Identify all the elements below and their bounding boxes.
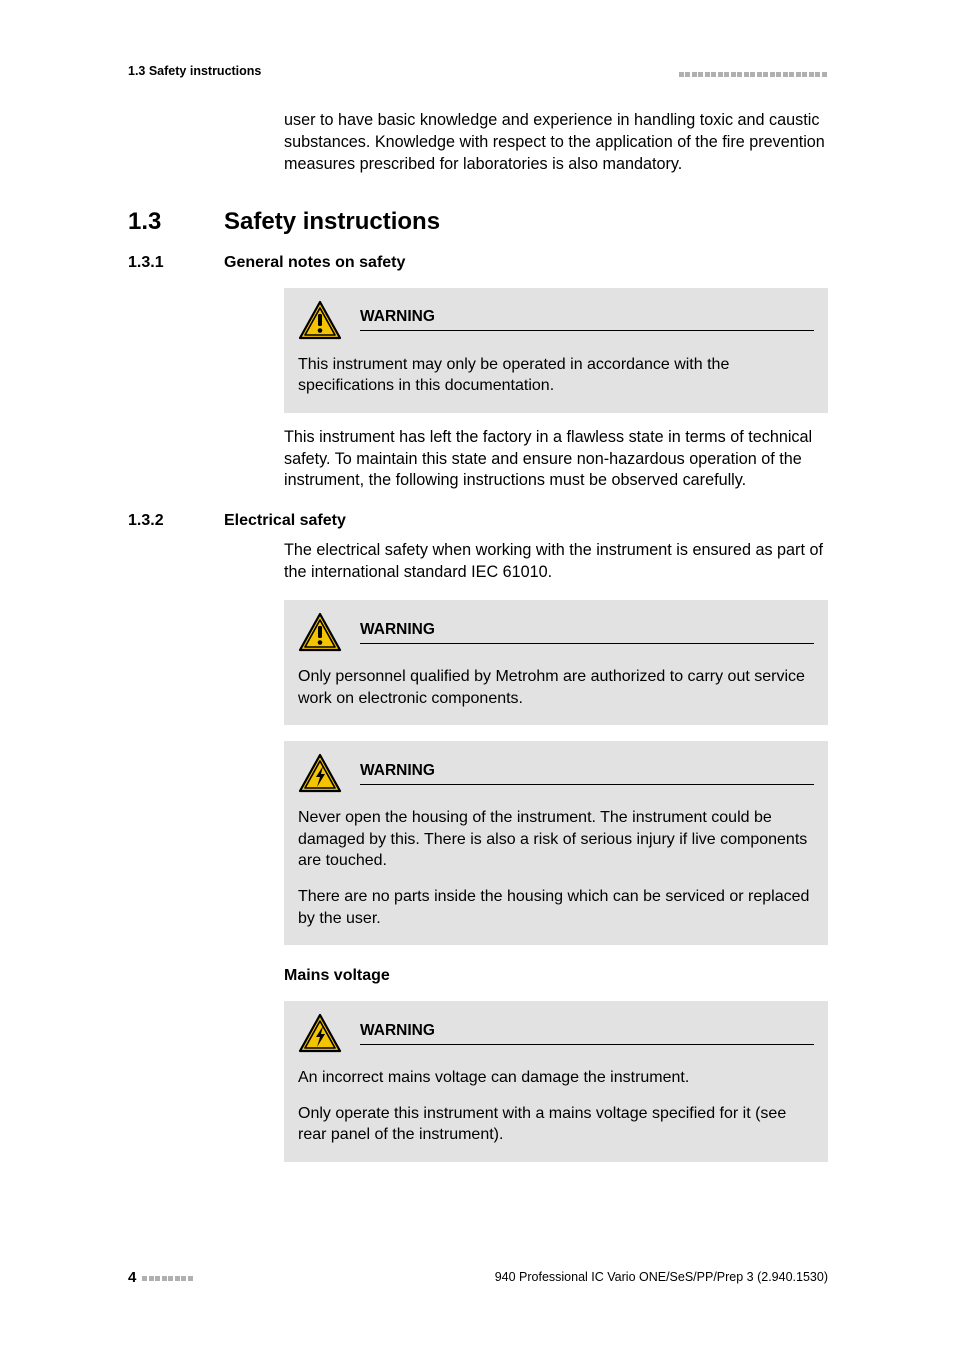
warning-electrical-icon (298, 1013, 342, 1053)
warning-box-2: WARNING Only personnel qualified by Metr… (284, 600, 828, 725)
subsection-1-number: 1.3.1 (128, 254, 224, 272)
warning-box-1: WARNING This instrument may only be oper… (284, 288, 828, 413)
sub2-intro-paragraph: The electrical safety when working with … (284, 540, 828, 584)
page-header: 1.3 Safety instructions (128, 62, 828, 80)
subsection-1-title: General notes on safety (224, 254, 405, 272)
warning-exclamation-icon (298, 612, 342, 652)
footer-doc-id: 940 Professional IC Vario ONE/SeS/PP/Pre… (495, 1270, 828, 1284)
subsection-heading-1: 1.3.1 General notes on safety (128, 254, 828, 272)
subsection-2-title: Electrical safety (224, 512, 346, 530)
page-number: 4 (128, 1269, 136, 1286)
subsection-2-number: 1.3.2 (128, 512, 224, 530)
warning-electrical-icon (298, 753, 342, 793)
running-head: 1.3 Safety instructions (128, 64, 261, 78)
section-number: 1.3 (128, 208, 224, 236)
section-heading: 1.3 Safety instructions (128, 208, 828, 236)
warning-box-3: WARNING Never open the housing of the in… (284, 741, 828, 945)
content-area: user to have basic knowledge and experie… (128, 110, 828, 1162)
warning-3-text-2: There are no parts inside the housing wh… (298, 886, 814, 929)
warning-3-text-1: Never open the housing of the instrument… (298, 807, 814, 872)
warning-4-label: WARNING (360, 1022, 814, 1045)
warning-exclamation-icon (298, 300, 342, 340)
subsection-heading-2: 1.3.2 Electrical safety (128, 512, 828, 530)
warning-box-4: WARNING An incorrect mains voltage can d… (284, 1001, 828, 1162)
warning-3-label: WARNING (360, 762, 814, 785)
header-ornament (679, 64, 829, 82)
warning-4-text-1: An incorrect mains voltage can damage th… (298, 1067, 814, 1089)
warning-4-text-2: Only operate this instrument with a main… (298, 1103, 814, 1146)
warning-2-text: Only personnel qualified by Metrohm are … (298, 666, 814, 709)
page: 1.3 Safety instructions user to have bas… (0, 0, 954, 1350)
section-title: Safety instructions (224, 208, 440, 236)
paragraph-after-warn1: This instrument has left the factory in … (284, 427, 828, 493)
page-footer: 4 940 Professional IC Vario ONE/SeS/PP/P… (128, 1268, 828, 1288)
warning-1-label: WARNING (360, 308, 814, 331)
header-dots (679, 64, 829, 82)
warning-1-text: This instrument may only be operated in … (298, 354, 814, 397)
mains-voltage-heading: Mains voltage (284, 967, 828, 985)
intro-paragraph: user to have basic knowledge and experie… (284, 110, 828, 176)
footer-dots (142, 1268, 194, 1286)
warning-2-label: WARNING (360, 621, 814, 644)
